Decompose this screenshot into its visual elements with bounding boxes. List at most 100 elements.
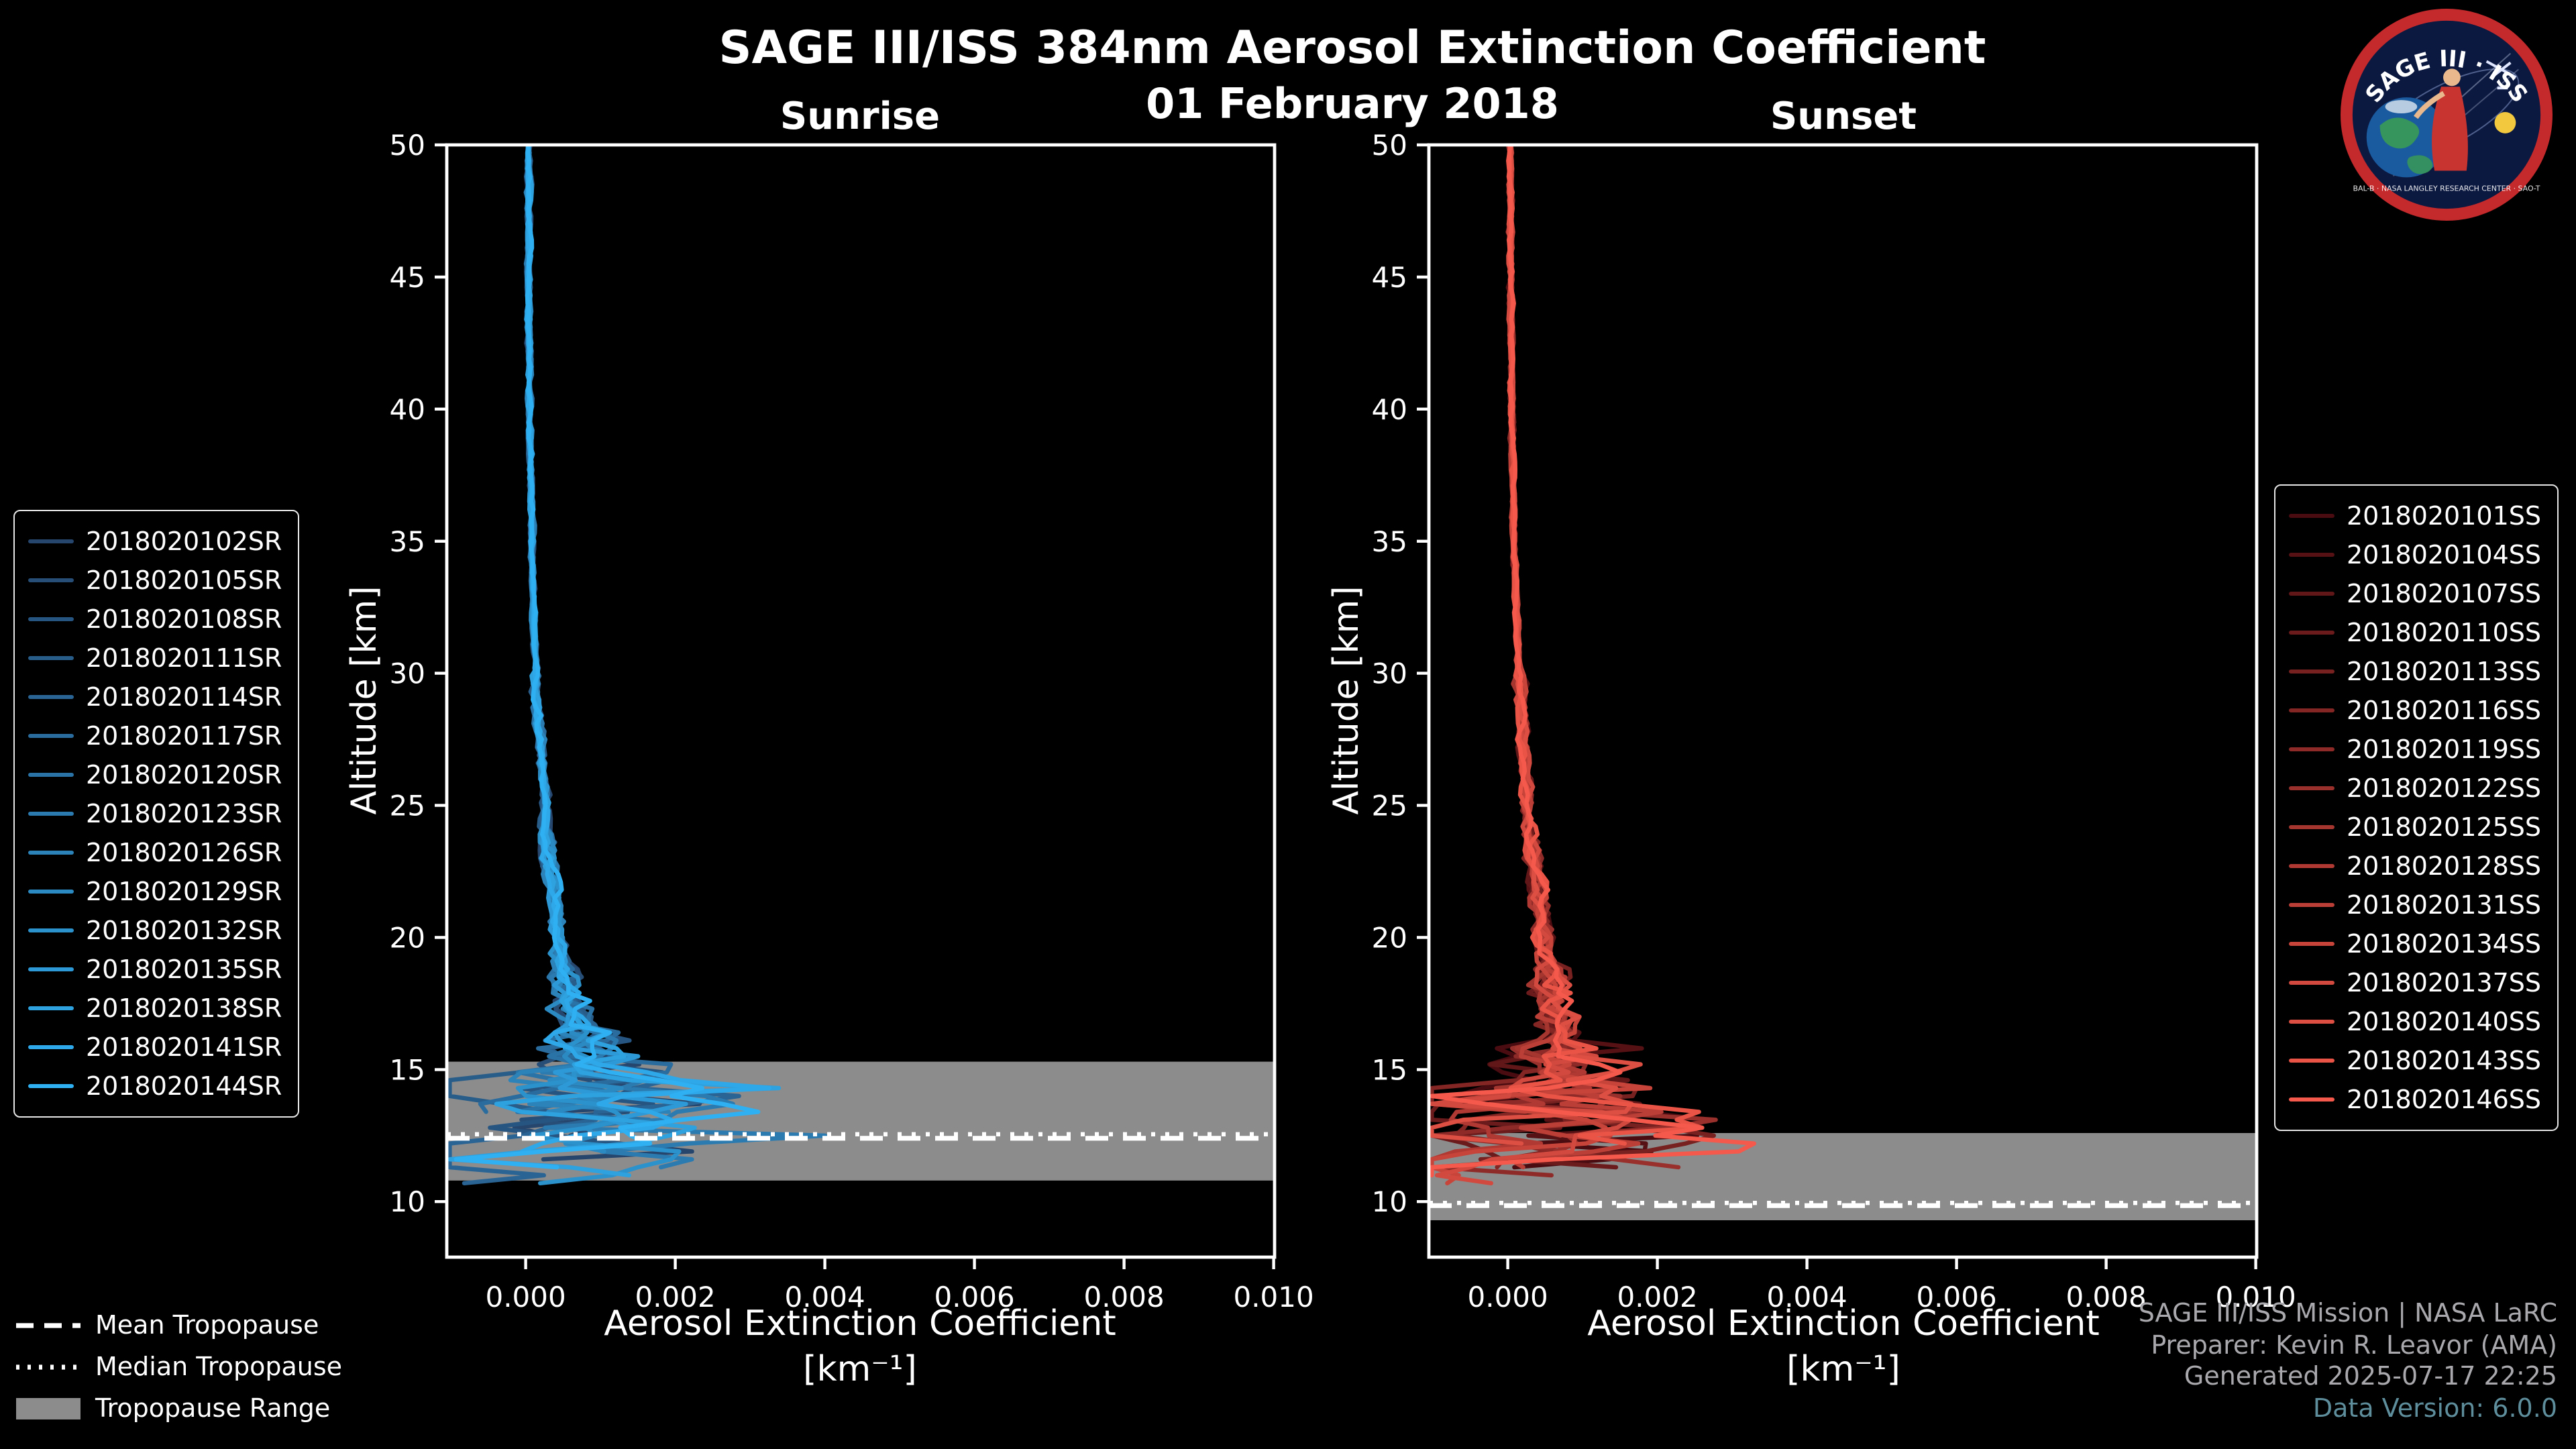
legend-item: 2018020138SR — [28, 989, 282, 1028]
preparer-credit: Preparer: Kevin R. Leavor (AMA) — [2151, 1330, 2557, 1360]
profile-line — [1430, 145, 1634, 1138]
legend-item: 2018020137SS — [2289, 963, 2541, 1002]
legend-event-label: 2018020108SR — [86, 604, 282, 634]
legend-event-label: 2018020102SR — [86, 527, 282, 556]
y-tick-label: 40 — [390, 393, 425, 426]
profile-line — [447, 145, 782, 1178]
logo-iss-icon — [2485, 60, 2517, 90]
x-axis-units-sunset: [km⁻¹] — [1786, 1350, 1900, 1390]
legend-item: 2018020143SS — [2289, 1041, 2541, 1080]
legend-line-swatch — [28, 850, 74, 855]
legend-line-swatch — [2289, 669, 2334, 674]
legend-event-label: 2018020126SR — [86, 838, 282, 867]
legend-item: 2018020102SR — [28, 522, 282, 561]
legend-line-swatch — [2289, 1019, 2334, 1024]
y-tick-label: 20 — [1372, 921, 1407, 954]
legend-item: 2018020144SR — [28, 1067, 282, 1106]
legend-line-swatch — [28, 616, 74, 622]
legend-item: 2018020120SR — [28, 755, 282, 794]
median-tropopause-legend-item: Median Tropopause — [16, 1346, 342, 1387]
legend-line-swatch — [2289, 747, 2334, 752]
legend-item: 2018020131SS — [2289, 885, 2541, 924]
y-tick-label: 30 — [1372, 657, 1407, 690]
sunrise-legend: 2018020102SR 2018020105SR 2018020108SR 2018… — [13, 510, 300, 1118]
main-title: SAGE III/ISS 384nm Aerosol Extinction Co… — [718, 21, 1986, 75]
profile-series-group — [447, 145, 828, 1186]
legend-line-swatch — [2289, 513, 2334, 519]
y-tick-label: 15 — [1372, 1053, 1407, 1086]
x-tick-label: 0.008 — [2065, 1281, 2146, 1313]
legend-event-label: 2018020110SS — [2347, 618, 2542, 647]
legend-item: 2018020119SS — [2289, 730, 2541, 769]
legend-line-swatch — [28, 578, 74, 583]
y-tick-label: 45 — [390, 261, 425, 294]
legend-item: 2018020126SR — [28, 833, 282, 872]
x-tick-label: 0.000 — [485, 1281, 566, 1313]
legend-item: 2018020129SR — [28, 872, 282, 911]
legend-line-swatch — [28, 1044, 74, 1050]
legend-line-swatch — [2289, 980, 2334, 985]
legend-item: 2018020104SS — [2289, 535, 2541, 574]
legend-item: 2018020132SR — [28, 911, 282, 950]
x-tick-label: 0.006 — [934, 1281, 1014, 1313]
sunset-chart-canvas: 0.000 0.002 0.004 0.006 0.008 0.010 10 15 20 25 30… — [1372, 129, 2296, 1313]
legend-event-label: 2018020146SS — [2347, 1085, 2542, 1114]
profile-line — [1430, 145, 1756, 1178]
logo-ring-text: BAL-B · NASA LANGLEY RESEARCH CENTER · S… — [2353, 184, 2540, 193]
y-tick-label: 50 — [1372, 131, 1407, 162]
gray-band-icon — [16, 1397, 80, 1419]
legend-event-label: 2018020120SR — [86, 760, 282, 790]
legend-line-swatch — [2289, 786, 2334, 791]
legend-event-label: 2018020132SR — [86, 916, 282, 945]
legend-event-label: 2018020128SS — [2347, 851, 2542, 881]
legend-line-swatch — [28, 1083, 74, 1089]
data-version: Data Version: 6.0.0 — [2312, 1393, 2557, 1423]
y-tick-label: 10 — [390, 1185, 425, 1218]
legend-event-label: 2018020101SS — [2347, 501, 2542, 531]
legend-line-swatch — [2289, 941, 2334, 947]
legend-item: 2018020146SS — [2289, 1080, 2541, 1119]
tropopause-range-label: Tropopause Range — [95, 1393, 331, 1423]
legend-event-label: 2018020113SS — [2347, 657, 2542, 686]
sunset-legend: 2018020101SS 2018020104SS 2018020107SS 2018… — [2274, 484, 2559, 1131]
profile-line — [1506, 145, 1664, 1170]
legend-line-swatch — [28, 772, 74, 777]
logo-figure-icon — [2443, 68, 2461, 87]
legend-event-label: 2018020119SS — [2347, 735, 2542, 764]
tropopause-legend: Mean Tropopause Median Tropopause Tropop… — [16, 1304, 342, 1429]
y-tick-label: 40 — [1372, 393, 1407, 426]
profile-line — [1505, 145, 1673, 1154]
profile-line — [1430, 145, 1619, 1170]
profile-line — [1430, 145, 1633, 1186]
legend-line-swatch — [28, 889, 74, 894]
legend-item: 2018020107SS — [2289, 574, 2541, 613]
legend-event-label: 2018020104SS — [2347, 540, 2542, 570]
legend-event-label: 2018020114SR — [86, 682, 282, 712]
profile-line — [1453, 145, 1709, 1170]
profile-line — [512, 145, 702, 1162]
legend-item: 2018020114SR — [28, 678, 282, 716]
legend-line-swatch — [2289, 591, 2334, 596]
legend-item: 2018020113SS — [2289, 652, 2541, 691]
legend-event-label: 2018020134SS — [2347, 929, 2542, 959]
legend-item: 2018020123SR — [28, 794, 282, 833]
dashed-line-icon — [16, 1322, 80, 1328]
legend-event-label: 2018020129SR — [86, 877, 282, 906]
legend-line-swatch — [28, 928, 74, 933]
legend-line-swatch — [28, 539, 74, 544]
sunrise-chart-canvas: 0.000 0.002 0.004 0.006 0.008 0.010 10 15 20 25 30… — [390, 129, 1314, 1313]
legend-item: 2018020140SS — [2289, 1002, 2541, 1041]
legend-event-label: 2018020135SR — [86, 955, 282, 984]
legend-line-swatch — [2289, 1097, 2334, 1102]
plot-frame — [1427, 143, 2259, 1259]
dotted-line-icon — [16, 1364, 80, 1369]
legend-event-label: 2018020131SS — [2347, 890, 2542, 920]
mean-tropopause-legend-item: Mean Tropopause — [16, 1304, 342, 1346]
y-tick-label: 35 — [1372, 525, 1407, 558]
legend-event-label: 2018020125SS — [2347, 812, 2542, 842]
legend-line-swatch — [28, 967, 74, 972]
y-tick-label: 25 — [1372, 790, 1407, 822]
legend-event-label: 2018020137SS — [2347, 968, 2542, 998]
legend-event-label: 2018020111SR — [86, 643, 282, 673]
